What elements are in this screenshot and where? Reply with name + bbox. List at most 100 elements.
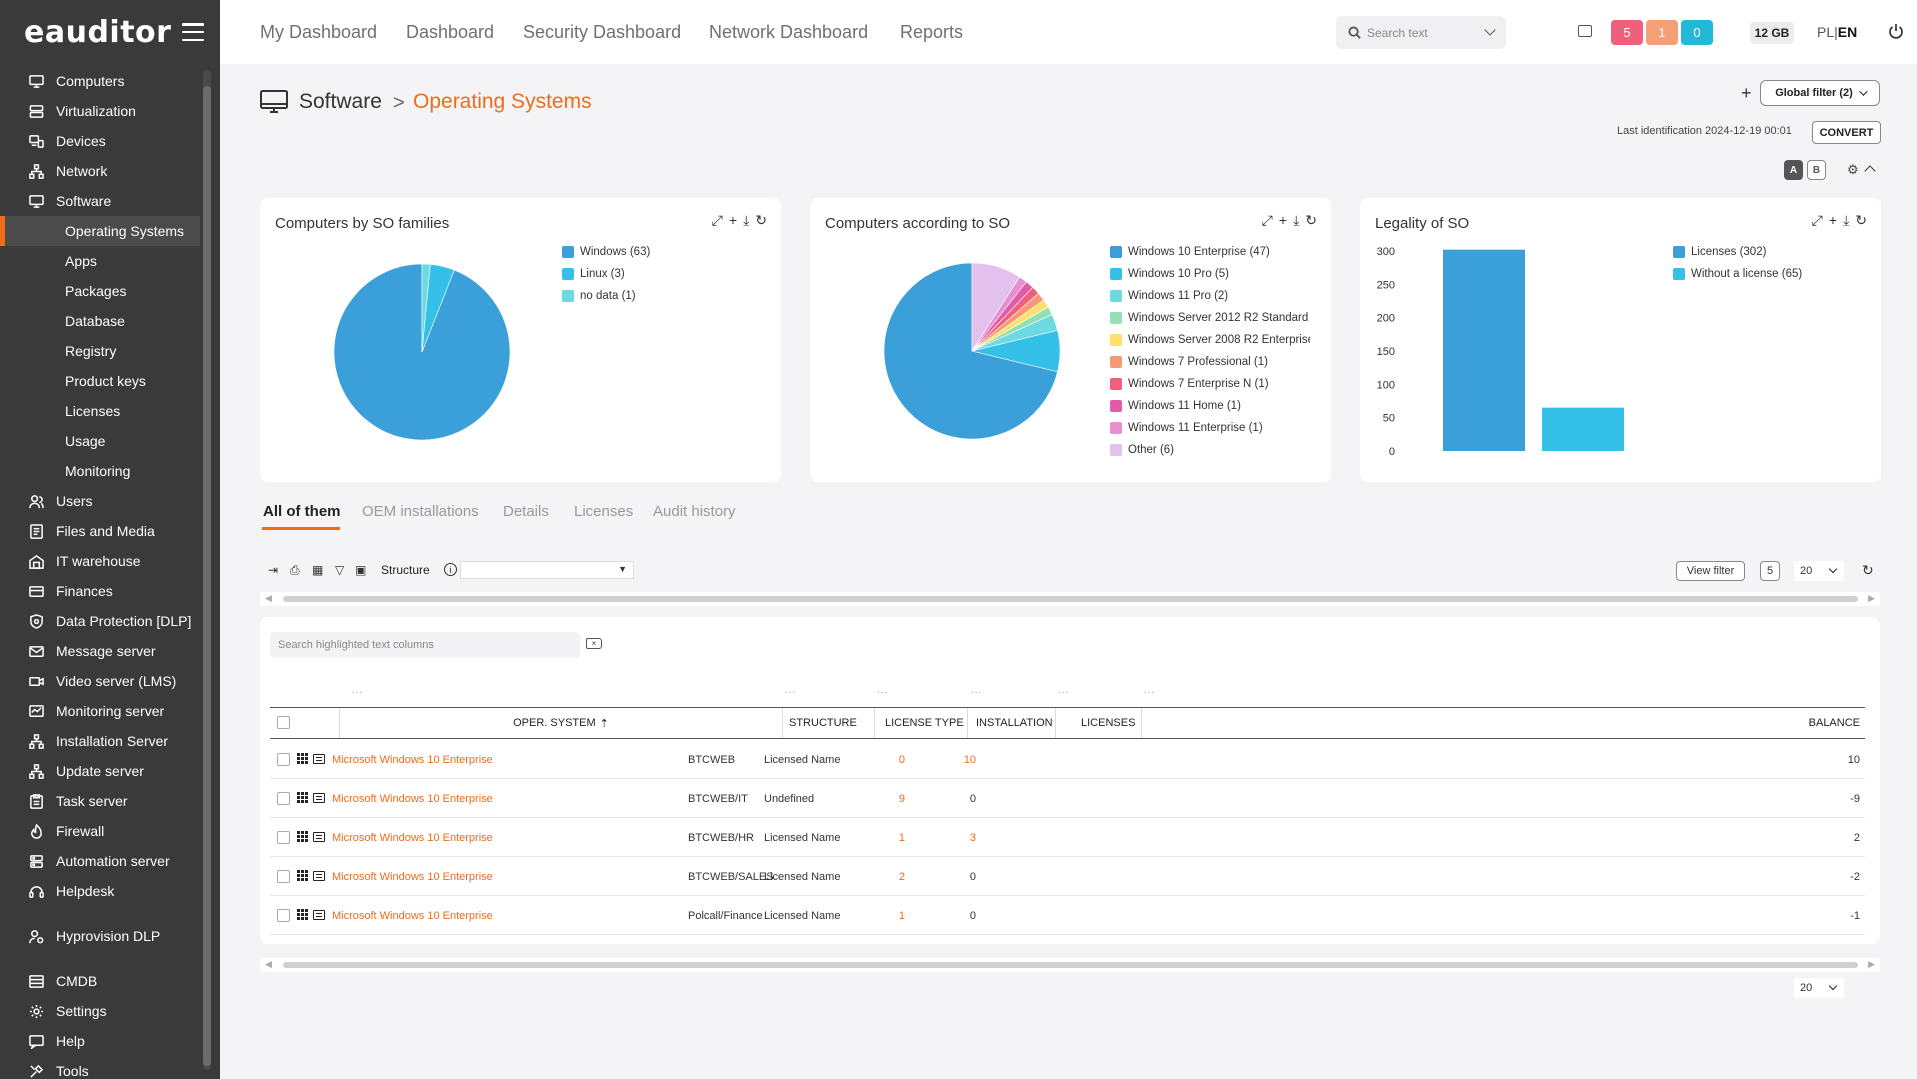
export-icon[interactable]: ⇥: [268, 563, 279, 577]
row-details-grid-icon[interactable]: [297, 870, 308, 881]
sidebar-item-message-server[interactable]: Message server: [0, 636, 200, 666]
sidebar-item-tools[interactable]: Tools: [0, 1056, 200, 1079]
row-checkbox[interactable]: [277, 792, 290, 805]
sidebar-item-database[interactable]: Database: [0, 306, 200, 336]
column-filter-dots[interactable]: ...: [971, 685, 983, 696]
sidebar-item-users[interactable]: Users: [0, 486, 200, 516]
view-a-button[interactable]: A: [1784, 160, 1803, 180]
os-link[interactable]: Microsoft Windows 10 Enterprise: [332, 909, 493, 922]
sidebar-item-files-and-media[interactable]: Files and Media: [0, 516, 200, 546]
sidebar-item-virtualization[interactable]: Virtualization: [0, 96, 200, 126]
sidebar-item-cmdb[interactable]: CMDB: [0, 966, 200, 996]
sidebar-item-monitoring[interactable]: Monitoring: [0, 456, 200, 486]
header-license-type[interactable]: LICENSE TYPE: [875, 708, 968, 738]
row-details-grid-icon[interactable]: [297, 909, 308, 920]
sidebar-item-operating-systems[interactable]: Operating Systems: [0, 216, 200, 246]
sidebar-item-help[interactable]: Help: [0, 1026, 200, 1056]
sidebar-item-computers[interactable]: Computers: [0, 66, 200, 96]
breadcrumb-software[interactable]: Software: [299, 90, 382, 113]
save-icon[interactable]: ▣: [355, 563, 367, 577]
add-button[interactable]: +: [1741, 83, 1752, 103]
legend-item[interactable]: Windows 7 Professional (1): [1110, 351, 1310, 373]
pie-slice[interactable]: [883, 262, 1058, 440]
sidebar-scrollbar-thumb[interactable]: [203, 86, 211, 1066]
sidebar-item-product-keys[interactable]: Product keys: [0, 366, 200, 396]
column-filter-dots[interactable]: ...: [352, 685, 364, 696]
legend-item[interactable]: Licenses (302): [1673, 241, 1802, 263]
installation-cell[interactable]: 1: [898, 909, 905, 922]
view-b-button[interactable]: B: [1807, 160, 1826, 180]
os-link[interactable]: Microsoft Windows 10 Enterprise: [332, 831, 493, 844]
sidebar-item-it-warehouse[interactable]: IT warehouse: [0, 546, 200, 576]
header-licenses[interactable]: LICENSES: [1056, 708, 1142, 738]
expand-icon[interactable]: ⤢: [711, 212, 723, 228]
legend-item[interactable]: Without a license (65): [1673, 263, 1802, 285]
scrollbar-thumb[interactable]: [283, 962, 1858, 968]
plus-icon[interactable]: +: [1278, 212, 1288, 228]
table-row[interactable]: Microsoft Windows 10 Enterprise BTCWEB/IT…: [270, 779, 1865, 818]
legend-item[interactable]: Windows Server 2012 R2 Standard (1): [1110, 307, 1310, 329]
refresh-icon[interactable]: ↻: [1862, 562, 1874, 578]
sidebar-item-data-protection-dlp[interactable]: Data Protection [DLP]: [0, 606, 200, 636]
refresh-icon[interactable]: ↻: [1855, 212, 1867, 228]
select-all-checkbox[interactable]: [277, 716, 290, 729]
alert-badge-orange[interactable]: 1: [1646, 20, 1678, 45]
refresh-icon[interactable]: ↻: [755, 212, 767, 228]
sidebar-item-network[interactable]: Network: [0, 156, 200, 186]
bar[interactable]: [1542, 407, 1624, 451]
print-icon[interactable]: ⎙: [290, 563, 300, 577]
legend-item[interactable]: Other (6): [1110, 439, 1310, 461]
refresh-icon[interactable]: ↻: [1305, 212, 1317, 228]
search-input[interactable]: [1367, 25, 1487, 40]
page-size-select[interactable]: 20: [1794, 561, 1844, 581]
sort-icon[interactable]: ⇡: [599, 717, 609, 730]
pie-slice[interactable]: [971, 262, 1020, 353]
legend-item[interactable]: Windows (63): [562, 241, 650, 263]
row-checkbox[interactable]: [277, 909, 290, 922]
sidebar-item-installation-server[interactable]: Installation Server: [0, 726, 200, 756]
row-checkbox[interactable]: [277, 870, 290, 883]
nav-dashboard[interactable]: Dashboard: [406, 22, 495, 42]
expand-icon[interactable]: ⤢: [1811, 212, 1823, 228]
scrollbar-thumb[interactable]: [283, 596, 1858, 602]
clear-search-icon[interactable]: ×: [586, 638, 602, 649]
sidebar-item-finances[interactable]: Finances: [0, 576, 200, 606]
row-details-grid-icon[interactable]: [297, 792, 308, 803]
row-details-grid-icon[interactable]: [297, 831, 308, 842]
legend-item[interactable]: Linux (3): [562, 263, 650, 285]
nav-network-dashboard[interactable]: Network Dashboard: [709, 22, 869, 42]
sidebar-item-task-server[interactable]: Task server: [0, 786, 200, 816]
sidebar-item-devices[interactable]: Devices: [0, 126, 200, 156]
expand-icon[interactable]: ⤢: [1261, 212, 1273, 228]
sidebar-item-firewall[interactable]: Firewall: [0, 816, 200, 846]
hamburger-menu-icon[interactable]: [182, 23, 204, 41]
row-checkbox[interactable]: [277, 753, 290, 766]
download-icon[interactable]: ⤓: [1293, 212, 1300, 228]
table-row[interactable]: Microsoft Windows 10 Enterprise BTCWEB Lic…: [270, 740, 1865, 779]
horizontal-scrollbar-bottom[interactable]: ◀ ▶: [260, 958, 1880, 972]
table-row[interactable]: Microsoft Windows 10 Enterprise Polcall/F…: [270, 896, 1865, 935]
scroll-left-icon[interactable]: ◀: [265, 593, 272, 603]
column-filter-dots[interactable]: ...: [785, 685, 797, 696]
row-checkbox[interactable]: [277, 831, 290, 844]
scroll-right-icon[interactable]: ▶: [1868, 959, 1875, 969]
sidebar-item-software[interactable]: Software: [0, 186, 200, 216]
plus-icon[interactable]: +: [1828, 212, 1838, 228]
licenses-cell[interactable]: 10: [963, 753, 976, 766]
sidebar-item-packages[interactable]: Packages: [0, 276, 200, 306]
nav-reports[interactable]: Reports: [900, 22, 964, 42]
header-structure[interactable]: STRUCTURE: [783, 708, 875, 738]
sidebar-item-hyprovision-dlp[interactable]: Hyprovision DLP: [0, 921, 200, 951]
installation-cell[interactable]: 2: [898, 870, 905, 883]
lang-en[interactable]: EN: [1837, 24, 1858, 40]
row-list-icon[interactable]: [313, 871, 325, 881]
sidebar-item-registry[interactable]: Registry: [0, 336, 200, 366]
download-icon[interactable]: ⤓: [1843, 212, 1850, 228]
row-list-icon[interactable]: [313, 910, 325, 920]
settings-gear-icon[interactable]: ⚙: [1847, 162, 1859, 177]
global-filter-button[interactable]: Global filter (2): [1760, 80, 1880, 106]
scroll-right-icon[interactable]: ▶: [1868, 593, 1875, 603]
sidebar-item-video-server-lms[interactable]: Video server (LMS): [0, 666, 200, 696]
table-row[interactable]: Microsoft Windows 10 Enterprise BTCWEB/SA…: [270, 857, 1865, 896]
installation-cell[interactable]: 0: [898, 753, 905, 766]
